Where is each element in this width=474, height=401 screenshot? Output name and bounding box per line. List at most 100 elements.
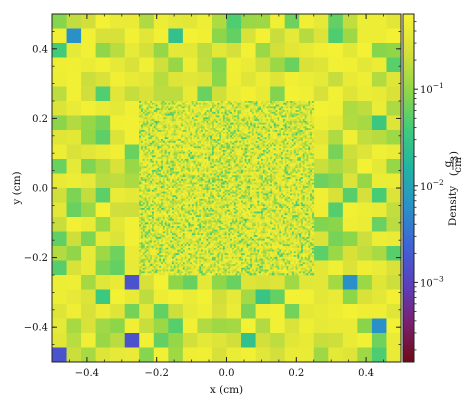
heatmap-fine-cell xyxy=(202,104,206,107)
heatmap-fine-cell xyxy=(217,171,220,174)
heatmap-fine-cell xyxy=(171,110,175,113)
heatmap-fine-cell xyxy=(199,148,202,151)
heatmap-fine-cell xyxy=(284,173,287,176)
heatmap-fine-cell xyxy=(250,135,253,138)
heatmap-fine-cell xyxy=(168,106,171,109)
heatmap-fine-cell xyxy=(233,169,236,173)
heatmap-fine-cell xyxy=(293,106,296,109)
heatmap-fine-cell xyxy=(191,182,195,185)
heatmap-fine-cell xyxy=(170,151,173,154)
heatmap-fine-cell xyxy=(184,175,187,178)
heatmap-fine-cell xyxy=(270,148,273,151)
heatmap-fine-cell xyxy=(235,162,238,165)
heatmap-fine-cell xyxy=(170,104,173,107)
heatmap-fine-cell xyxy=(217,135,220,138)
heatmap-fine-cell xyxy=(281,142,284,145)
heatmap-fine-cell xyxy=(290,113,293,116)
heatmap-fine-cell xyxy=(191,113,195,116)
heatmap-fine-cell xyxy=(188,157,191,160)
heatmap-fine-cell xyxy=(211,155,215,158)
heatmap-fine-cell xyxy=(164,175,167,178)
heatmap-cell xyxy=(313,130,329,146)
heatmap-fine-cell xyxy=(162,104,166,107)
heatmap-fine-cell xyxy=(279,149,282,153)
heatmap-cell xyxy=(284,318,300,334)
heatmap-fine-cell xyxy=(211,126,215,129)
heatmap-fine-cell xyxy=(282,140,286,144)
heatmap-fine-cell xyxy=(226,108,229,111)
heatmap-fine-cell xyxy=(233,160,236,163)
heatmap-fine-cell xyxy=(211,169,215,173)
heatmap-fine-cell xyxy=(150,159,153,162)
heatmap-fine-cell xyxy=(235,131,238,134)
heatmap-fine-cell xyxy=(291,104,295,107)
heatmap-fine-cell xyxy=(264,119,267,122)
heatmap-fine-cell xyxy=(202,180,206,183)
heatmap-fine-cell xyxy=(224,110,227,113)
heatmap-fine-cell xyxy=(262,139,266,142)
heatmap-fine-cell xyxy=(164,173,167,176)
heatmap-fine-cell xyxy=(221,177,224,180)
heatmap-fine-cell xyxy=(279,113,282,116)
heatmap-fine-cell xyxy=(159,106,162,109)
heatmap-cell xyxy=(328,43,344,59)
heatmap-fine-cell xyxy=(191,101,195,104)
heatmap-fine-cell xyxy=(213,153,216,156)
heatmap-fine-cell xyxy=(188,102,191,105)
heatmap-fine-cell xyxy=(250,146,253,149)
heatmap-fine-cell xyxy=(161,130,164,133)
heatmap-fine-cell xyxy=(139,180,142,183)
heatmap-fine-cell xyxy=(306,166,309,169)
heatmap-fine-cell xyxy=(246,146,249,149)
heatmap-cell xyxy=(95,144,111,160)
heatmap-fine-cell xyxy=(250,151,253,154)
heatmap-cell xyxy=(95,304,111,320)
heatmap-fine-cell xyxy=(290,117,293,120)
heatmap-fine-cell xyxy=(271,128,275,131)
heatmap-cell xyxy=(168,347,184,362)
heatmap-fine-cell xyxy=(222,126,226,129)
heatmap-fine-cell xyxy=(151,144,155,147)
heatmap-fine-cell xyxy=(264,175,267,178)
heatmap-fine-cell xyxy=(291,120,295,124)
heatmap-fine-cell xyxy=(166,142,169,145)
heatmap-fine-cell xyxy=(206,142,209,145)
heatmap-fine-cell xyxy=(151,111,155,115)
heatmap-fine-cell xyxy=(162,133,166,136)
heatmap-fine-cell xyxy=(157,113,160,116)
heatmap-fine-cell xyxy=(282,128,286,131)
heatmap-fine-cell xyxy=(231,106,235,109)
heatmap-fine-cell xyxy=(279,101,282,104)
heatmap-fine-cell xyxy=(231,180,235,183)
heatmap-fine-cell xyxy=(286,115,289,118)
heatmap-cell xyxy=(66,188,82,204)
heatmap-fine-cell xyxy=(193,106,196,109)
heatmap-fine-cell xyxy=(193,124,196,127)
heatmap-fine-cell xyxy=(248,137,251,140)
heatmap-fine-cell xyxy=(239,157,242,160)
heatmap-fine-cell xyxy=(181,159,184,162)
heatmap-fine-cell xyxy=(281,178,284,182)
heatmap-fine-cell xyxy=(231,140,235,144)
heatmap-cell xyxy=(357,14,373,30)
heatmap-fine-cell xyxy=(190,162,193,165)
heatmap-fine-cell xyxy=(197,104,200,107)
heatmap-fine-cell xyxy=(208,151,211,154)
heatmap-fine-cell xyxy=(275,168,278,171)
heatmap-fine-cell xyxy=(246,166,249,169)
heatmap-fine-cell xyxy=(190,146,193,149)
heatmap-fine-cell xyxy=(162,177,166,180)
heatmap-fine-cell xyxy=(284,106,287,109)
heatmap-fine-cell xyxy=(271,113,275,116)
heatmap-fine-cell xyxy=(290,128,293,131)
heatmap-fine-cell xyxy=(297,126,300,129)
heatmap-fine-cell xyxy=(304,149,307,153)
heatmap-fine-cell xyxy=(268,133,271,136)
heatmap-fine-cell xyxy=(290,102,293,105)
heatmap-fine-cell xyxy=(157,102,160,105)
heatmap-fine-cell xyxy=(237,180,240,183)
heatmap-fine-cell xyxy=(177,135,180,138)
heatmap-fine-cell xyxy=(241,160,244,163)
heatmap-fine-cell xyxy=(290,139,293,142)
heatmap-fine-cell xyxy=(275,102,278,105)
